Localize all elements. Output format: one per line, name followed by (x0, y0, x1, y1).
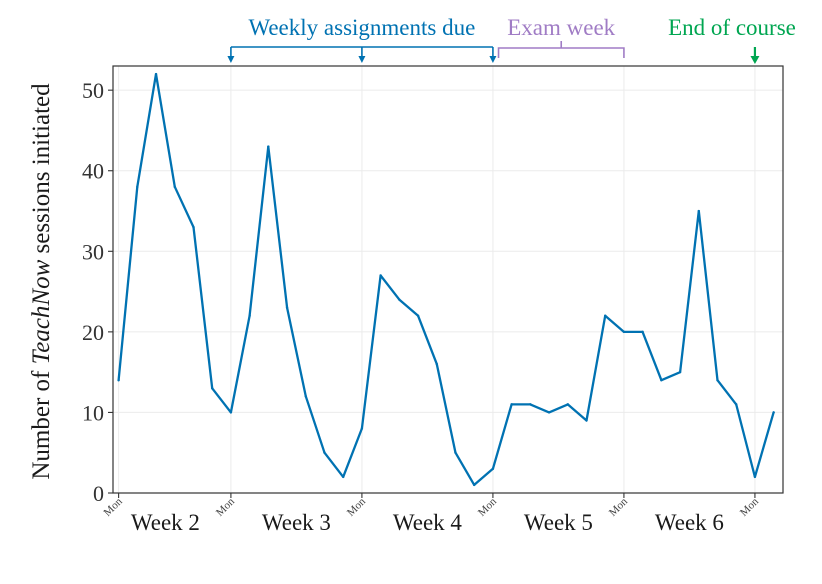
arrow-down-icon (750, 56, 760, 64)
data-point (585, 419, 588, 422)
data-point (622, 330, 626, 334)
data-point (697, 209, 700, 213)
x-tick-label-mon: Mon (738, 495, 762, 519)
x-tick-label-mon: Mon (607, 495, 631, 519)
data-point (510, 403, 513, 406)
annotation-end: End of course (668, 15, 796, 40)
data-point (379, 274, 382, 277)
annotation-weekly: Weekly assignments due (248, 15, 475, 40)
data-point (117, 379, 120, 382)
x-tick-label-mon: Mon (476, 495, 500, 519)
week-labels: Week 2 Week 3 Week 4 Week 5 Week 6 (131, 510, 724, 535)
data-point (772, 411, 775, 414)
exam-bracket (497, 41, 625, 58)
data-point (547, 411, 551, 414)
data-point (248, 314, 251, 317)
week-label: Week 2 (131, 510, 200, 535)
data-point (641, 330, 644, 334)
data-point (341, 475, 345, 479)
arrow-down-icon (227, 56, 235, 63)
week-label: Week 6 (655, 510, 724, 535)
y-axis-label-part-3: sessions initiated (28, 83, 55, 260)
y-tick-label: 40 (82, 159, 104, 184)
data-point (192, 225, 195, 229)
data-point (416, 314, 420, 317)
data-point (678, 370, 682, 374)
data-point (716, 379, 719, 382)
data-point (454, 451, 457, 454)
data-points (117, 72, 775, 487)
data-point (304, 395, 307, 398)
y-tick-label: 10 (82, 400, 104, 425)
x-tick-label-mon: Mon (345, 495, 369, 519)
y-tick-label: 20 (82, 320, 104, 345)
week-label: Week 5 (524, 510, 593, 535)
arrow-down-icon (358, 56, 366, 63)
data-point (735, 403, 738, 406)
data-point (566, 403, 569, 406)
y-ticks: 0 10 20 30 40 50 (82, 78, 113, 506)
y-tick-label: 50 (82, 78, 104, 103)
x-tick-label-mon: Mon (102, 495, 126, 519)
data-point (154, 72, 158, 76)
data-point (229, 411, 233, 414)
data-point (529, 403, 532, 406)
grid-lines (113, 66, 783, 494)
data-point (267, 145, 270, 148)
x-tick-label-mon: Mon (214, 495, 238, 519)
data-point (210, 387, 214, 390)
data-point (136, 185, 139, 189)
y-axis-label-part-2: TeachNow (28, 259, 55, 364)
data-point (285, 306, 289, 309)
data-point (435, 362, 438, 366)
data-point (491, 467, 495, 471)
annotation-exam: Exam week (507, 15, 615, 40)
data-point (753, 475, 757, 479)
data-point (604, 314, 607, 317)
week-label: Week 4 (393, 510, 463, 535)
data-point (660, 379, 663, 382)
data-point (360, 427, 364, 430)
data-point (473, 483, 476, 487)
plot-border (112, 65, 784, 494)
data-point (173, 185, 176, 189)
series-line (117, 72, 775, 487)
y-axis-label-part-1: Number of (28, 364, 55, 479)
data-point (323, 451, 326, 454)
week-label: Week 3 (262, 510, 331, 535)
y-axis-label: Number of TeachNow sessions initiated (28, 83, 55, 480)
y-tick-label: 30 (82, 239, 104, 264)
y-tick-label: 0 (93, 481, 104, 506)
data-point (398, 298, 401, 301)
arrow-down-icon (489, 56, 497, 63)
annotations: Weekly assignments due Exam week End of co… (227, 15, 796, 64)
